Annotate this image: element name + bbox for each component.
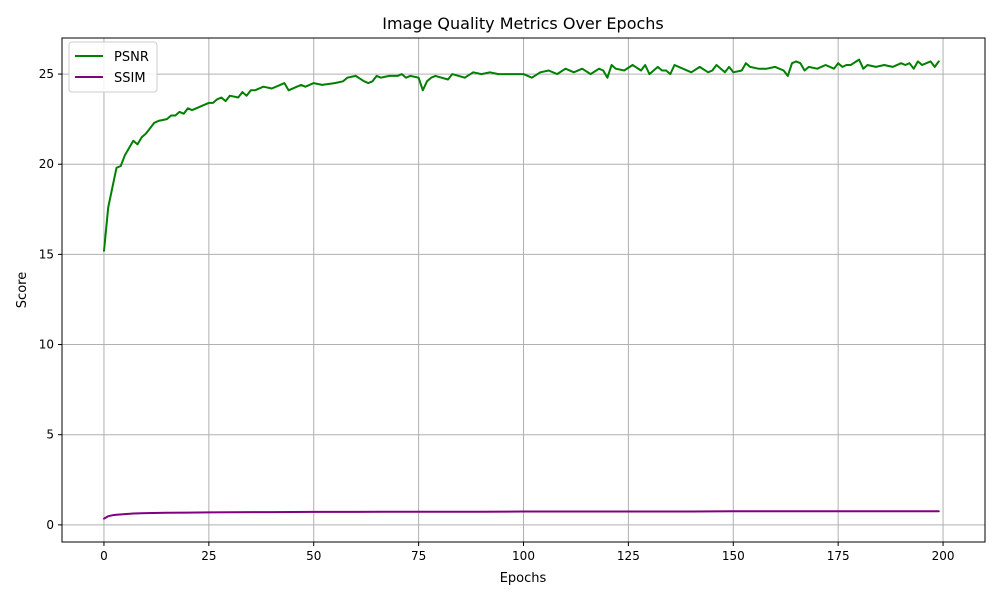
x-tick-label: 50	[306, 549, 321, 563]
x-tick-label: 75	[411, 549, 426, 563]
x-tick-label: 175	[827, 549, 850, 563]
x-tick-label: 125	[617, 549, 640, 563]
legend-box	[68, 41, 158, 93]
legend-label-psnr: PSNR	[114, 50, 149, 65]
x-tick-label: 200	[932, 549, 955, 563]
y-axis-label: Score	[15, 272, 30, 308]
series-lines	[103, 58, 940, 520]
series-line-psnr	[103, 58, 940, 252]
x-axis: 0 25 50 75 100 125 150 175 200	[100, 542, 954, 563]
legend: PSNR SSIM	[68, 41, 158, 93]
y-tick-label: 25	[39, 67, 54, 81]
x-tick-label: 100	[512, 549, 535, 563]
y-tick-label: 0	[46, 518, 54, 532]
y-tick-label: 20	[39, 157, 54, 171]
y-tick-label: 10	[39, 338, 54, 352]
grid	[62, 38, 985, 542]
y-tick-label: 5	[46, 428, 54, 442]
legend-label-ssim: SSIM	[114, 71, 146, 86]
y-tick-label: 15	[39, 247, 54, 261]
y-axis: 0 5 10 15 20 25	[39, 67, 62, 532]
x-tick-label: 25	[201, 549, 216, 563]
x-axis-label: Epochs	[500, 571, 547, 586]
x-tick-label: 150	[722, 549, 745, 563]
x-tick-label: 0	[100, 549, 108, 563]
series-line-ssim	[103, 510, 940, 520]
chart-title: Image Quality Metrics Over Epochs	[382, 14, 664, 33]
